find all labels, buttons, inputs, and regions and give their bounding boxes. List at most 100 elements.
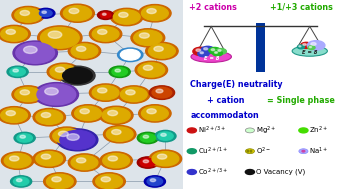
Circle shape [42,11,46,13]
Circle shape [1,152,34,169]
Circle shape [155,130,176,142]
Ellipse shape [191,51,232,62]
Circle shape [302,150,305,152]
Circle shape [55,67,65,72]
Circle shape [12,86,44,103]
FancyBboxPatch shape [183,0,352,189]
Circle shape [196,49,201,51]
FancyBboxPatch shape [0,0,183,189]
Circle shape [198,51,209,57]
Circle shape [215,52,218,53]
Circle shape [45,88,58,95]
Text: E = 8: E = 8 [302,50,318,55]
Circle shape [152,87,172,98]
Circle shape [297,45,304,49]
Circle shape [143,65,153,70]
Circle shape [157,154,167,159]
Circle shape [76,46,86,51]
Circle shape [247,151,249,152]
Circle shape [149,44,175,58]
Circle shape [200,52,203,54]
Circle shape [41,112,51,118]
Circle shape [299,149,308,154]
Circle shape [14,132,35,144]
Circle shape [161,133,166,136]
Circle shape [112,68,127,76]
Circle shape [100,12,111,18]
Circle shape [98,29,107,34]
Circle shape [245,128,254,133]
Circle shape [140,134,156,142]
Circle shape [13,41,57,65]
Circle shape [93,173,125,189]
Circle shape [52,177,61,182]
Circle shape [99,106,133,124]
Circle shape [245,170,254,174]
Text: +1/+3 cations: +1/+3 cations [270,3,332,12]
Circle shape [142,6,168,20]
Circle shape [0,107,30,124]
Circle shape [76,158,86,163]
Text: accommodaton: accommodaton [191,111,260,120]
Circle shape [4,153,31,168]
Circle shape [211,49,215,51]
Circle shape [92,85,119,100]
Text: Na$^{1+}$: Na$^{1+}$ [309,146,329,157]
Circle shape [50,127,84,145]
Circle shape [245,149,254,154]
Circle shape [12,6,44,24]
Circle shape [250,150,252,151]
Circle shape [48,31,62,38]
Circle shape [47,63,80,81]
Text: O Vacancy (V): O Vacancy (V) [256,169,305,175]
Circle shape [187,170,196,174]
Circle shape [137,157,158,168]
Circle shape [39,10,52,17]
Text: Charge(E) neutrality: Charge(E) neutrality [189,80,282,89]
Circle shape [144,176,165,187]
Circle shape [103,125,136,143]
Circle shape [113,10,140,24]
Circle shape [53,129,81,144]
Circle shape [308,46,315,50]
Circle shape [146,42,178,60]
Circle shape [33,150,65,167]
Circle shape [96,174,122,189]
Circle shape [112,129,121,135]
Circle shape [149,86,175,99]
Circle shape [40,27,79,48]
Circle shape [216,49,226,54]
Circle shape [111,8,143,26]
Circle shape [63,6,92,21]
Circle shape [149,150,182,167]
Circle shape [20,135,25,138]
Circle shape [101,177,111,182]
Circle shape [139,33,149,38]
Circle shape [1,27,27,41]
Circle shape [89,25,122,43]
Text: +2 cations: +2 cations [189,3,237,12]
Circle shape [17,179,22,182]
Text: E = 8: E = 8 [203,56,219,61]
Circle shape [187,128,196,133]
Circle shape [20,10,30,15]
Circle shape [100,152,132,169]
Circle shape [102,108,130,123]
Circle shape [118,86,150,103]
Circle shape [67,134,79,140]
FancyBboxPatch shape [256,23,265,72]
Circle shape [120,87,147,102]
Circle shape [6,29,15,34]
Circle shape [131,29,165,47]
Circle shape [71,155,98,170]
Circle shape [15,8,42,22]
Circle shape [37,8,55,18]
Circle shape [109,66,130,77]
Circle shape [41,154,51,159]
Text: Cu$^{2+/1+}$: Cu$^{2+/1+}$ [198,146,228,157]
Circle shape [147,109,156,114]
Circle shape [301,42,312,48]
Circle shape [17,134,32,142]
Circle shape [139,105,171,122]
Circle shape [50,65,77,79]
